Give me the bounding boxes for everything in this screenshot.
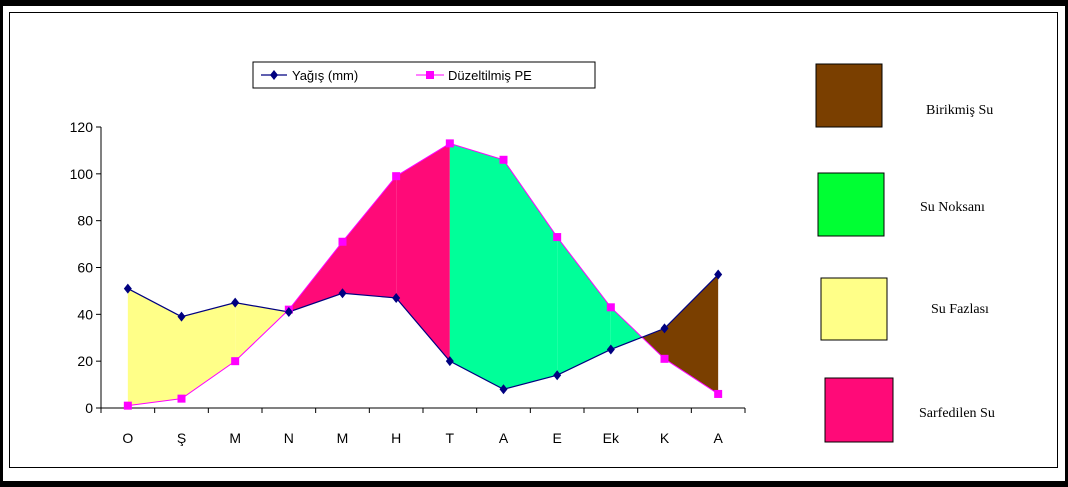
precipitation-point (231, 297, 240, 308)
x-tick-label: O (122, 430, 133, 446)
x-tick-label: M (229, 430, 241, 446)
chart-lines (127, 142, 719, 407)
y-tick-label: 100 (70, 166, 94, 182)
precipitation-point (714, 269, 723, 280)
y-tick-label: 80 (77, 213, 93, 229)
precipitation-point (499, 384, 508, 395)
region-label-3: Sarfedilen Su (919, 406, 995, 421)
legend-pe-label: Düzeltilmiş PE (448, 68, 532, 83)
y-tick-label: 0 (85, 400, 93, 416)
chart-fills (127, 143, 719, 406)
chart-tick-labels: 0 20 40 60 80 100 120 O Ş M N M H T A E Ek K A (70, 119, 724, 446)
fill-area-9 (641, 328, 665, 359)
pe-point (177, 394, 186, 403)
pe-point (606, 303, 615, 312)
precipitation-point (660, 323, 669, 334)
fill-area-4 (342, 176, 397, 298)
region-legend: Birikmiş Su Su Noksanı Su Fazlası Sarfedile… (815, 63, 995, 443)
region-label-2: Su Fazlası (931, 302, 989, 317)
fill-area-7 (503, 159, 558, 390)
pe-point (553, 233, 562, 242)
precipitation-point (445, 356, 454, 367)
x-tick-label: Ek (603, 430, 620, 446)
fill-area-10 (664, 274, 719, 394)
precipitation-point (338, 288, 347, 299)
x-tick-label: T (446, 430, 455, 446)
pe-line (127, 142, 719, 407)
x-tick-label: H (391, 430, 401, 446)
fill-area-2 (235, 302, 287, 362)
precipitation-point (123, 283, 132, 294)
region-swatch-1 (817, 172, 885, 237)
precipitation-point (177, 311, 186, 322)
pe-point (714, 389, 723, 398)
pe-point (392, 172, 401, 181)
y-tick-label: 120 (70, 119, 94, 135)
pe-point (660, 354, 669, 363)
fill-area-6 (449, 143, 504, 390)
y-tick-label: 60 (77, 260, 93, 276)
region-label-1: Su Noksanı (920, 200, 985, 215)
precipitation-line (127, 274, 719, 390)
precipitation-point (392, 292, 401, 303)
pe-point (499, 155, 508, 164)
chart-inner-border (9, 12, 1058, 468)
fill-area-0 (127, 288, 182, 406)
x-tick-label: Ş (177, 430, 186, 446)
pe-point (445, 139, 454, 148)
region-swatch-2 (820, 277, 888, 341)
x-tick-label: M (337, 430, 349, 446)
fill-area-9 (610, 307, 642, 350)
chart-legend: Yağış (mm) Düzeltilmiş PE (252, 61, 596, 89)
precipitation-point (553, 370, 562, 381)
chart-axes (96, 126, 746, 413)
x-tick-label: N (284, 430, 294, 446)
pe-point (123, 401, 132, 410)
pe-point (338, 237, 347, 246)
precipitation-point (284, 306, 293, 317)
chart-markers (123, 139, 723, 410)
precipitation-point (606, 344, 615, 355)
legend-precip-marker (270, 70, 278, 80)
x-tick-label: A (713, 430, 723, 446)
legend-pe-marker (426, 71, 434, 79)
region-swatch-3 (824, 377, 894, 443)
x-tick-label: E (552, 430, 561, 446)
y-tick-label: 20 (77, 353, 93, 369)
fill-area-8 (557, 237, 611, 376)
legend-precip-label: Yağış (mm) (292, 68, 358, 83)
fill-area-5 (396, 143, 450, 362)
region-swatch-0 (815, 63, 883, 128)
fill-area-1 (181, 302, 236, 399)
y-tick-label: 40 (77, 306, 93, 322)
x-tick-label: K (660, 430, 670, 446)
pe-point (231, 357, 240, 366)
x-tick-label: A (499, 430, 509, 446)
region-label-0: Birikmiş Su (926, 103, 993, 118)
